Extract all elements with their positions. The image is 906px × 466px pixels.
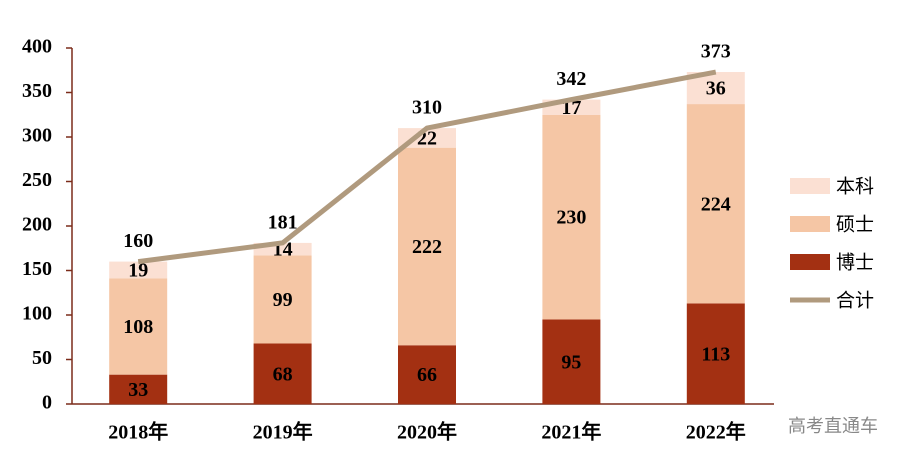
total-line xyxy=(137,69,717,265)
legend-label: 合计 xyxy=(836,290,874,312)
data-label: 95 xyxy=(561,351,581,373)
x-tick-label: 2019年 xyxy=(253,420,313,444)
data-label: 224 xyxy=(701,193,731,215)
x-tick-label: 2018年 xyxy=(108,420,168,444)
total-label: 342 xyxy=(556,68,586,90)
data-label: 222 xyxy=(412,236,442,258)
legend-label: 本科 xyxy=(836,176,874,198)
bar-segment xyxy=(109,278,168,375)
bar-segment xyxy=(398,147,456,346)
bar-segment xyxy=(542,114,601,320)
y-tick-label: 300 xyxy=(22,125,52,147)
data-label: 230 xyxy=(556,207,586,229)
data-label: 99 xyxy=(273,289,293,311)
y-tick-label: 250 xyxy=(22,169,52,191)
data-label: 36 xyxy=(706,78,726,100)
total-label: 181 xyxy=(268,212,298,234)
y-tick-label: 50 xyxy=(32,347,52,369)
bar-segment xyxy=(686,104,745,304)
y-tick-label: 350 xyxy=(22,80,52,102)
y-tick-label: 200 xyxy=(22,214,52,236)
legend-swatch xyxy=(790,178,830,194)
data-label: 68 xyxy=(273,363,293,385)
y-tick-label: 100 xyxy=(22,303,52,325)
bar-segment xyxy=(542,319,601,404)
data-label: 19 xyxy=(128,260,148,282)
bar-segment xyxy=(398,345,456,404)
data-label: 113 xyxy=(701,343,730,365)
data-label: 33 xyxy=(128,379,148,401)
legend-label: 硕士 xyxy=(836,214,874,236)
data-label: 66 xyxy=(417,364,437,386)
data-label: 108 xyxy=(123,316,153,338)
legend-swatch xyxy=(790,254,830,270)
y-tick-label: 0 xyxy=(42,392,52,414)
bar-segment xyxy=(253,343,312,404)
bar-segment xyxy=(686,303,745,404)
total-label: 373 xyxy=(701,41,731,63)
bar-segment xyxy=(109,374,168,404)
y-tick-label: 150 xyxy=(22,258,52,280)
bar-segment xyxy=(253,255,312,344)
total-label: 160 xyxy=(123,230,153,252)
legend-swatch xyxy=(790,216,830,232)
watermark: 高考直通车 xyxy=(788,416,878,437)
total-label: 310 xyxy=(412,97,442,119)
x-tick-label: 2022年 xyxy=(686,420,746,444)
y-tick-label: 400 xyxy=(22,36,52,58)
x-tick-label: 2020年 xyxy=(397,420,457,444)
legend-label: 博士 xyxy=(836,252,874,274)
x-tick-label: 2021年 xyxy=(541,420,601,444)
bar-segment xyxy=(109,261,168,279)
